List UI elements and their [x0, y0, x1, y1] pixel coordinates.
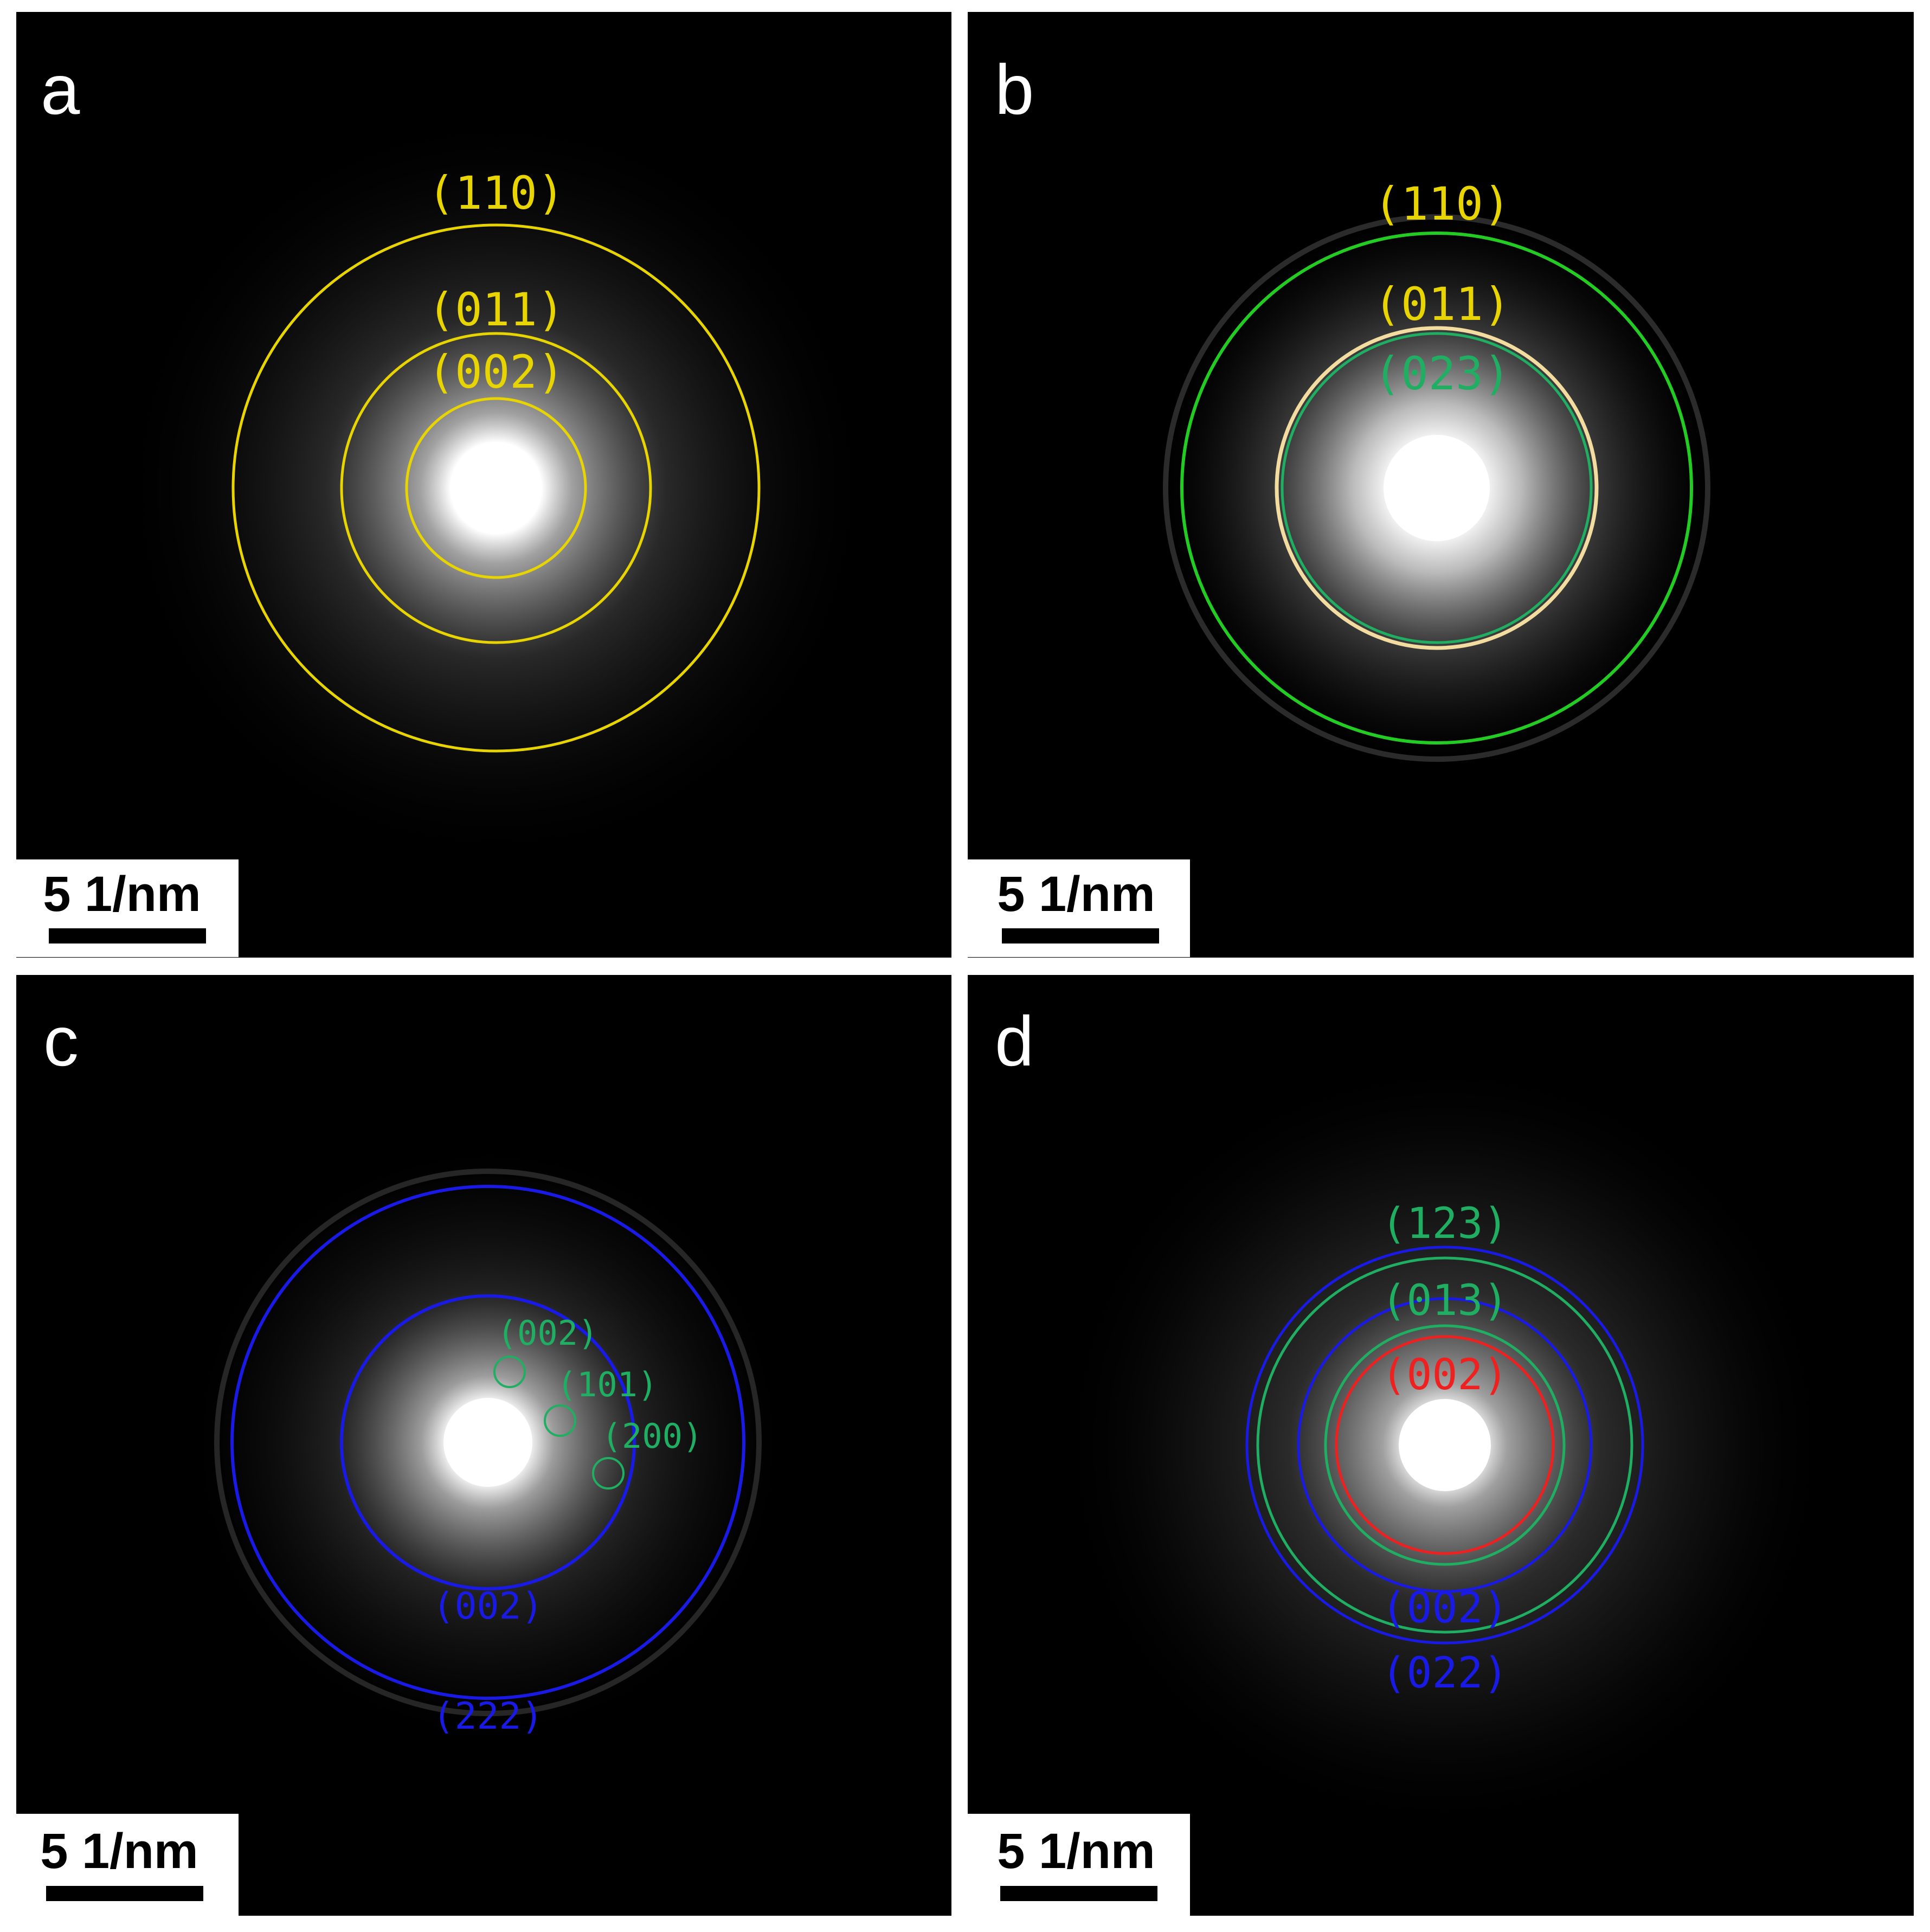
panel-a-ring-110: [231, 223, 761, 753]
panel-a-ring-002: [405, 397, 587, 579]
panel-c: c (002) (101) (200) (002) (222) 5 1/nm: [16, 975, 951, 1916]
panel-c-label-ring-002: (002): [433, 1585, 544, 1628]
panel-c-label-spot-200: (200): [602, 1416, 703, 1456]
panel-c-label-spot-002: (002): [497, 1313, 599, 1353]
panel-c-spot-002: [493, 1356, 526, 1388]
panel-b-ring-110: [1180, 232, 1693, 744]
panel-c-scale-line: [46, 1886, 203, 1901]
panel-c-label-ring-222: (222): [433, 1695, 544, 1738]
panel-b-ring-023: [1281, 332, 1593, 644]
panel-b-label-110: (110): [1374, 177, 1511, 230]
panel-b-scale-label: 5 1/nm: [997, 866, 1155, 922]
panel-d-label-123: (123): [1381, 1199, 1509, 1248]
panel-c-scale-label: 5 1/nm: [40, 1824, 198, 1879]
panel-d-ring-013: [1324, 1324, 1566, 1566]
panel-a-central-spot: [458, 450, 534, 526]
panel-c-ring-222: [230, 1185, 745, 1700]
panel-d-scale-line: [1000, 1886, 1157, 1901]
panel-b-central-spot: [1384, 435, 1490, 541]
panel-d-letter: d: [995, 1002, 1034, 1081]
panel-b-outer-halo: [1163, 214, 1710, 762]
panel-c-label-spot-101: (101): [557, 1365, 658, 1404]
panel-c-central-spot: [443, 1398, 532, 1487]
panel-a-label-002: (002): [428, 345, 565, 399]
panel-c-ring-002: [340, 1294, 636, 1590]
panel-d-label-002-blue: (002): [1381, 1584, 1509, 1633]
panel-b-label-011: (011): [1374, 278, 1511, 331]
panel-d-ring-002-blue: [1297, 1297, 1593, 1593]
panel-a-ring-011: [340, 332, 652, 644]
panel-d: d (123) (013) (002) (002) (022) 5 1/nm: [968, 975, 1914, 1916]
panel-a-scale-bar: 5 1/nm: [16, 859, 239, 957]
panel-d-ring-123: [1256, 1256, 1633, 1634]
panel-a-letter: a: [41, 50, 80, 129]
panel-b-label-023: (023): [1374, 347, 1511, 400]
panel-c-spot-200: [592, 1457, 625, 1490]
panel-d-label-013: (013): [1381, 1276, 1509, 1325]
panel-c-outer-halo: [214, 1169, 762, 1716]
panel-d-ring-002-red: [1335, 1335, 1555, 1555]
panel-b-scale-bar: 5 1/nm: [968, 859, 1190, 957]
panel-d-label-022: (022): [1381, 1649, 1509, 1698]
panel-a-label-011: (011): [428, 283, 565, 336]
panel-d-label-002-red: (002): [1381, 1351, 1509, 1400]
panel-d-scale-bar: 5 1/nm: [968, 1814, 1190, 1916]
panel-a-scale-label: 5 1/nm: [43, 866, 201, 922]
panel-b-scale-line: [1002, 928, 1159, 943]
panel-a-label-110: (110): [428, 166, 565, 220]
panel-a: a (110) (011) (002) 5 1/nm: [16, 12, 951, 958]
panel-c-letter: c: [43, 1002, 79, 1081]
panel-c-spot-101: [544, 1404, 576, 1437]
panel-d-scale-label: 5 1/nm: [997, 1824, 1155, 1879]
panel-c-scale-bar: 5 1/nm: [16, 1814, 239, 1916]
panel-b-letter: b: [995, 50, 1034, 129]
panel-a-scale-line: [49, 928, 206, 943]
panel-b: b (110) (011) (023) 5 1/nm: [968, 12, 1914, 958]
panel-d-central-spot: [1399, 1399, 1491, 1491]
panel-d-ring-022: [1245, 1246, 1644, 1645]
panel-b-ring-011: [1275, 326, 1599, 650]
